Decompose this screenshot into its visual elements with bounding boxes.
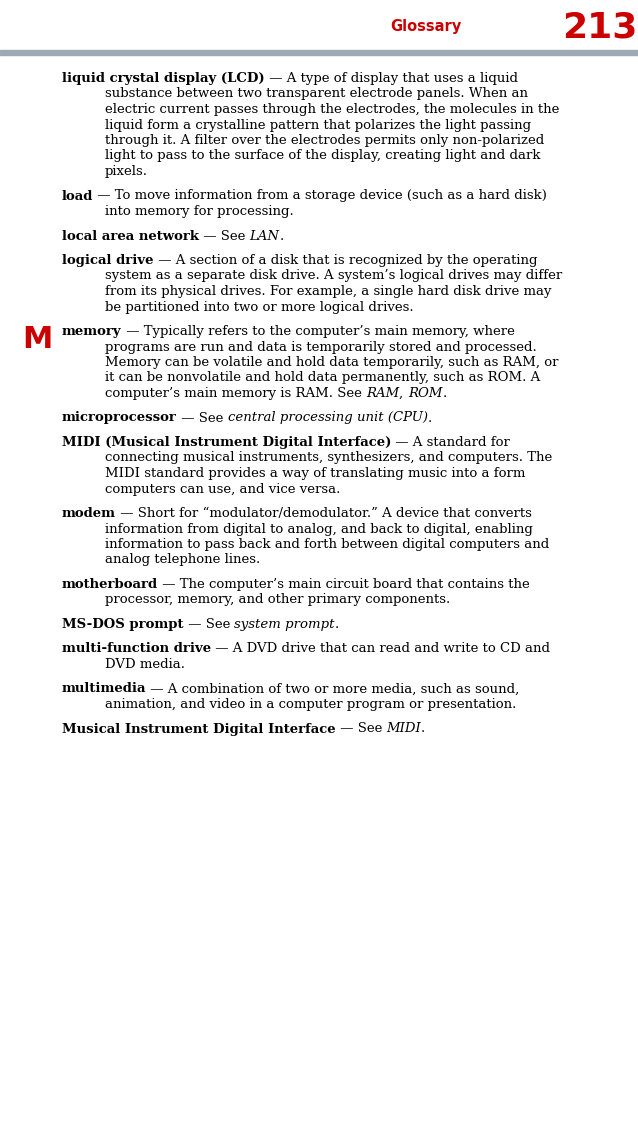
Text: .: . <box>334 618 339 631</box>
Text: processor, memory, and other primary components.: processor, memory, and other primary com… <box>105 594 450 606</box>
Text: RAM: RAM <box>366 387 399 400</box>
Text: DVD media.: DVD media. <box>105 658 185 670</box>
Text: microprocessor: microprocessor <box>62 412 177 424</box>
Text: — See: — See <box>177 412 228 424</box>
Text: M: M <box>22 325 52 354</box>
Text: LAN: LAN <box>249 229 279 243</box>
Text: system prompt: system prompt <box>234 618 334 631</box>
Text: computers can use, and vice versa.: computers can use, and vice versa. <box>105 483 341 495</box>
Text: MIDI (Musical Instrument Digital Interface): MIDI (Musical Instrument Digital Interfa… <box>62 436 391 449</box>
Text: analog telephone lines.: analog telephone lines. <box>105 554 260 567</box>
Text: be partitioned into two or more logical drives.: be partitioned into two or more logical … <box>105 300 413 314</box>
Text: modem: modem <box>62 507 116 520</box>
Text: information to pass back and forth between digital computers and: information to pass back and forth betwe… <box>105 538 549 551</box>
Text: — To move information from a storage device (such as a hard disk): — To move information from a storage dev… <box>93 189 547 202</box>
Text: it can be nonvolatile and hold data permanently, such as ROM. A: it can be nonvolatile and hold data perm… <box>105 371 540 385</box>
Text: multi-function drive: multi-function drive <box>62 642 211 656</box>
Text: logical drive: logical drive <box>62 254 154 267</box>
Text: system as a separate disk drive. A system’s logical drives may differ: system as a separate disk drive. A syste… <box>105 270 562 282</box>
Text: MIDI: MIDI <box>386 722 421 736</box>
Text: Musical Instrument Digital Interface: Musical Instrument Digital Interface <box>62 722 336 736</box>
Text: into memory for processing.: into memory for processing. <box>105 205 293 218</box>
Text: — A type of display that uses a liquid: — A type of display that uses a liquid <box>265 72 517 86</box>
Text: local area network: local area network <box>62 229 199 243</box>
Text: multimedia: multimedia <box>62 683 147 695</box>
Text: from its physical drives. For example, a single hard disk drive may: from its physical drives. For example, a… <box>105 285 551 298</box>
Text: — A standard for: — A standard for <box>391 436 510 449</box>
Text: load: load <box>62 189 93 202</box>
Bar <box>0 50 638 55</box>
Text: through it. A filter over the electrodes permits only non-polarized: through it. A filter over the electrodes… <box>105 134 544 147</box>
Text: central processing unit (CPU): central processing unit (CPU) <box>228 412 427 424</box>
Text: pixels.: pixels. <box>105 165 148 178</box>
Text: programs are run and data is temporarily stored and processed.: programs are run and data is temporarily… <box>105 341 537 353</box>
Text: 213: 213 <box>562 10 638 44</box>
Text: — See: — See <box>336 722 386 736</box>
Text: memory: memory <box>62 325 122 338</box>
Text: animation, and video in a computer program or presentation.: animation, and video in a computer progr… <box>105 698 516 711</box>
Text: connecting musical instruments, synthesizers, and computers. The: connecting musical instruments, synthesi… <box>105 451 553 465</box>
Text: — A combination of two or more media, such as sound,: — A combination of two or more media, su… <box>147 683 520 695</box>
Text: liquid form a crystalline pattern that polarizes the light passing: liquid form a crystalline pattern that p… <box>105 118 531 132</box>
Text: Memory can be volatile and hold data temporarily, such as RAM, or: Memory can be volatile and hold data tem… <box>105 356 558 369</box>
Text: — Typically refers to the computer’s main memory, where: — Typically refers to the computer’s mai… <box>122 325 514 338</box>
Text: MS-DOS prompt: MS-DOS prompt <box>62 618 184 631</box>
Text: .: . <box>442 387 447 400</box>
Text: .: . <box>427 412 432 424</box>
Text: electric current passes through the electrodes, the molecules in the: electric current passes through the elec… <box>105 104 560 116</box>
Text: motherboard: motherboard <box>62 578 158 591</box>
Text: liquid crystal display (LCD): liquid crystal display (LCD) <box>62 72 265 86</box>
Text: computer’s main memory is RAM. See: computer’s main memory is RAM. See <box>105 387 366 400</box>
Text: ROM: ROM <box>408 387 442 400</box>
Text: — The computer’s main circuit board that contains the: — The computer’s main circuit board that… <box>158 578 530 591</box>
Text: substance between two transparent electrode panels. When an: substance between two transparent electr… <box>105 88 528 100</box>
Text: — Short for “modulator/demodulator.” A device that converts: — Short for “modulator/demodulator.” A d… <box>116 507 532 520</box>
Text: .: . <box>279 229 284 243</box>
Text: — A section of a disk that is recognized by the operating: — A section of a disk that is recognized… <box>154 254 537 267</box>
Text: .: . <box>421 722 426 736</box>
Text: — See: — See <box>199 229 249 243</box>
Text: information from digital to analog, and back to digital, enabling: information from digital to analog, and … <box>105 522 533 536</box>
Text: light to pass to the surface of the display, creating light and dark: light to pass to the surface of the disp… <box>105 150 540 162</box>
Text: Glossary: Glossary <box>390 19 461 35</box>
Text: — See: — See <box>184 618 234 631</box>
Text: — A DVD drive that can read and write to CD and: — A DVD drive that can read and write to… <box>211 642 550 656</box>
Text: ,: , <box>399 387 408 400</box>
Text: MIDI standard provides a way of translating music into a form: MIDI standard provides a way of translat… <box>105 467 525 480</box>
